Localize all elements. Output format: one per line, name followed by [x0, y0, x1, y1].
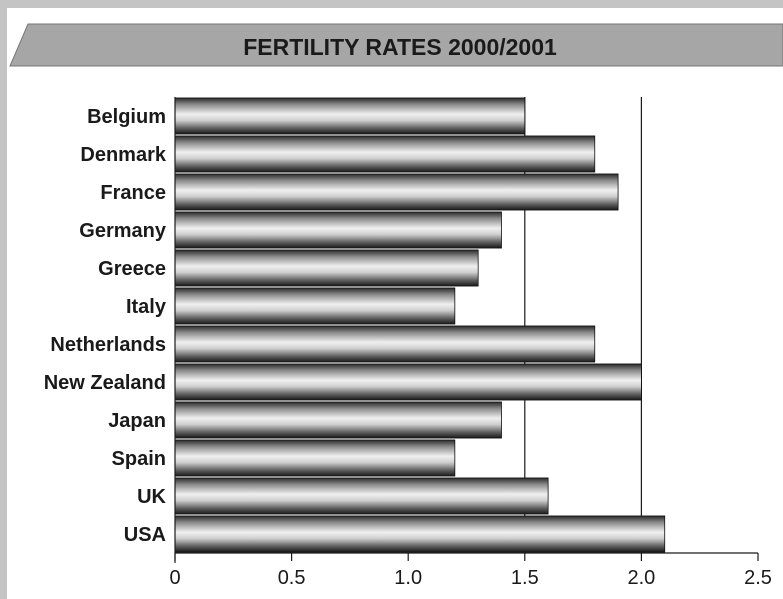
category-label: Belgium: [87, 106, 166, 128]
bar-germany: [174, 211, 502, 249]
plot-area: Belgium Denmark France Germany Greece Italy Ne…: [44, 97, 772, 589]
bar-new-zealand: [174, 363, 642, 401]
bar-japan: [174, 401, 502, 439]
bar-uk: [174, 477, 549, 515]
category-label: New Zealand: [44, 372, 166, 394]
bar-belgium: [174, 97, 526, 135]
title-banner-shape: [9, 23, 783, 67]
bar-france: [174, 173, 619, 211]
x-tick-label: 1.5: [511, 567, 539, 589]
category-label: Netherlands: [50, 334, 166, 356]
category-label: UK: [137, 486, 166, 508]
bar-netherlands: [174, 325, 596, 363]
bar-italy: [174, 287, 456, 325]
category-label: France: [100, 182, 166, 204]
title-banner: FERTILITY RATES 2000/2001: [9, 23, 783, 67]
bar-denmark: [174, 135, 596, 173]
x-tick-label: 1.0: [394, 567, 422, 589]
x-tick-label: 2.5: [744, 567, 772, 589]
category-label: Spain: [112, 448, 166, 470]
x-tick-label: 0.5: [278, 567, 306, 589]
category-label: Germany: [79, 220, 167, 242]
bar-usa: [174, 515, 666, 553]
x-tick-label: 2.0: [627, 567, 655, 589]
category-label: Denmark: [80, 144, 166, 166]
chart-title: FERTILITY RATES 2000/2001: [243, 34, 557, 60]
category-label: Italy: [126, 296, 167, 318]
bar-greece: [174, 249, 479, 287]
bar-spain: [174, 439, 456, 477]
category-label: USA: [124, 524, 166, 546]
category-label: Greece: [98, 258, 166, 280]
x-tick-label: 0: [169, 567, 180, 589]
category-label: Japan: [108, 410, 166, 432]
